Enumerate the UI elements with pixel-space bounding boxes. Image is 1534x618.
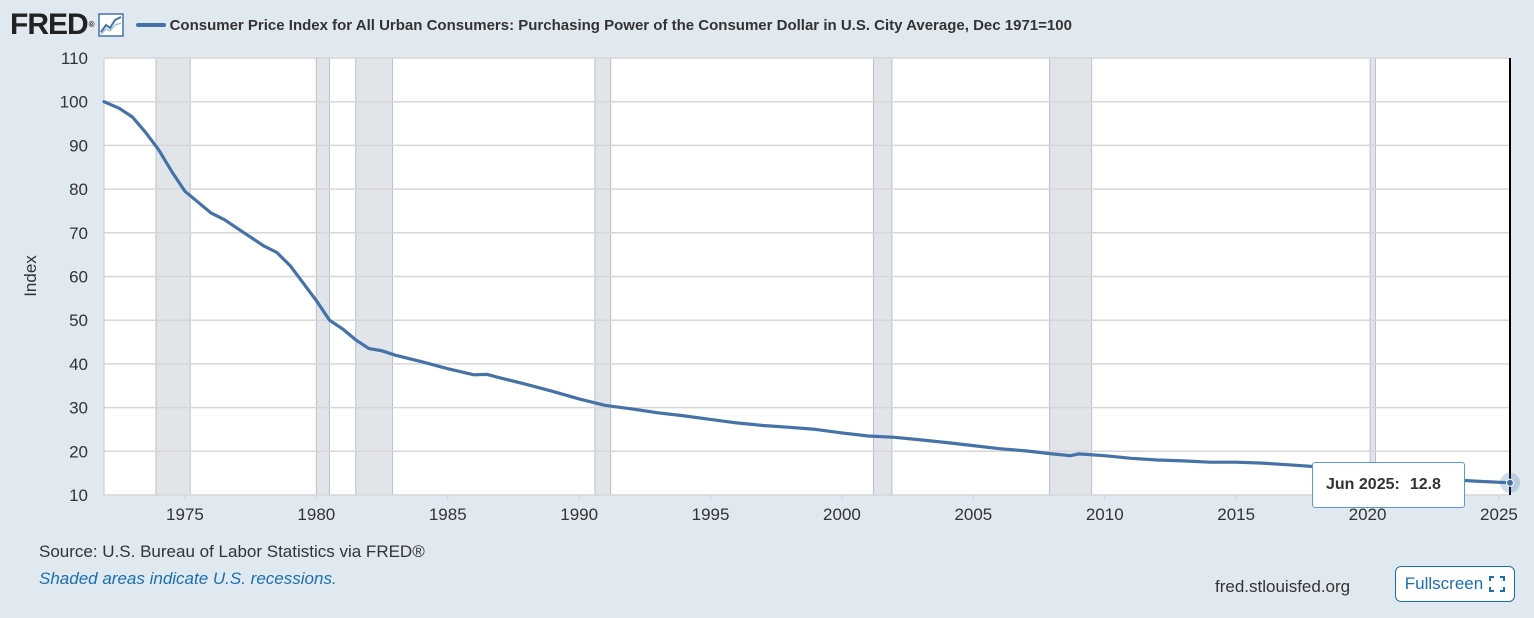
x-axis: 1975 1980 1985 1990 1995 2000 2005 2010 2015 2020… [166,495,1518,524]
x-tick-label: 1995 [692,505,730,524]
legend[interactable]: Consumer Price Index for All Urban Consu… [135,16,1072,34]
y-tick-label: 80 [69,180,88,199]
line-chart-icon [97,13,124,37]
x-tick-label: 1975 [166,505,204,524]
source-note: Source: U.S. Bureau of Labor Statistics … [39,542,425,561]
x-tick-label: 2010 [1086,505,1124,524]
tooltip-date: Jun 2025: [1326,476,1400,493]
y-tick-label: 20 [69,442,88,461]
fullscreen-label: Fullscreen [1404,574,1484,593]
chart-header: FRED® Consumer Price Index for All Urban… [10,8,1072,42]
series[interactable] [102,58,1520,495]
fullscreen-icon [1489,576,1506,592]
y-tick-label: 10 [69,486,88,505]
y-tick-label: 60 [69,268,88,287]
hover-tooltip: Jun 2025: 12.8 [1312,462,1465,508]
hover-point [1506,478,1514,487]
y-tick-label: 110 [61,49,88,68]
chart-area[interactable]: 10 20 30 40 50 60 70 80 90 100 110 1975 1980 1985 199… [0,0,1534,540]
y-axis-label: Index [21,255,40,297]
series-title: Consumer Price Index for All Urban Consu… [169,16,1072,34]
x-tick-label: 1990 [560,505,598,524]
y-tick-label: 70 [69,224,88,243]
fullscreen-button[interactable]: Fullscreen [1395,566,1515,602]
tooltip-value: 12.8 [1409,476,1441,493]
y-tick-label: 90 [69,136,88,155]
legend-swatch [135,23,166,27]
series-line [102,100,1512,485]
x-tick-label: 2025 [1480,505,1518,524]
x-tick-label: 1980 [297,505,335,524]
x-tick-label: 2015 [1217,505,1255,524]
y-tick-label: 100 [60,93,88,112]
y-tick-label: 50 [69,311,88,330]
x-tick-label: 2020 [1349,505,1387,524]
x-tick-label: 2005 [954,505,992,524]
y-axis: 10 20 30 40 50 60 70 80 90 100 110 [60,49,88,505]
fred-logo[interactable]: FRED® [10,8,95,41]
site-link[interactable]: fred.stlouisfed.org [1215,577,1351,596]
recession-note: Shaded areas indicate U.S. recessions. [39,569,337,588]
x-tick-label: 1985 [429,505,467,524]
grid-lines [103,57,1510,496]
y-tick-label: 30 [69,399,88,418]
x-tick-label: 2000 [823,505,861,524]
y-tick-label: 40 [69,355,88,374]
